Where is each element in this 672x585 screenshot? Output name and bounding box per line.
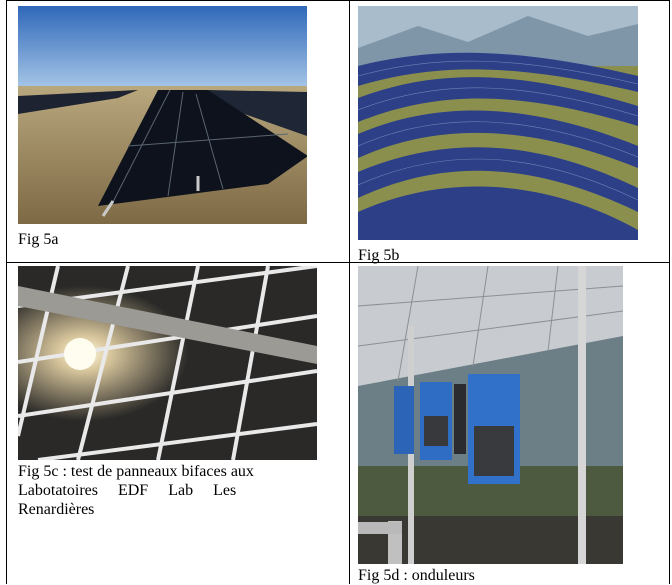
fig5a-caption: Fig 5a	[18, 231, 59, 248]
fig5b-caption: Fig 5b	[358, 247, 400, 264]
table-border-center	[349, 0, 350, 584]
table-border-right	[669, 0, 670, 584]
fig5d-caption: Fig 5d : onduleurs	[358, 567, 475, 584]
table-border-middle	[6, 262, 670, 263]
fig5c-caption: Fig 5c : test de panneaux bifaces aux La…	[18, 462, 330, 519]
table-border-top	[6, 0, 670, 1]
fig5c-photo	[18, 266, 317, 460]
fig5c-caption-line1: Fig 5c : test de panneaux bifaces aux	[18, 463, 254, 480]
figure-table	[6, 0, 670, 584]
fig5a-photo	[18, 6, 307, 224]
table-border-left	[6, 0, 7, 584]
fig5c-caption-line2: Labotatoires EDF Lab Les	[18, 482, 237, 499]
fig5d-photo	[358, 266, 623, 564]
fig5b-photo	[358, 6, 638, 240]
fig5c-caption-line3: Renardières	[18, 501, 95, 518]
